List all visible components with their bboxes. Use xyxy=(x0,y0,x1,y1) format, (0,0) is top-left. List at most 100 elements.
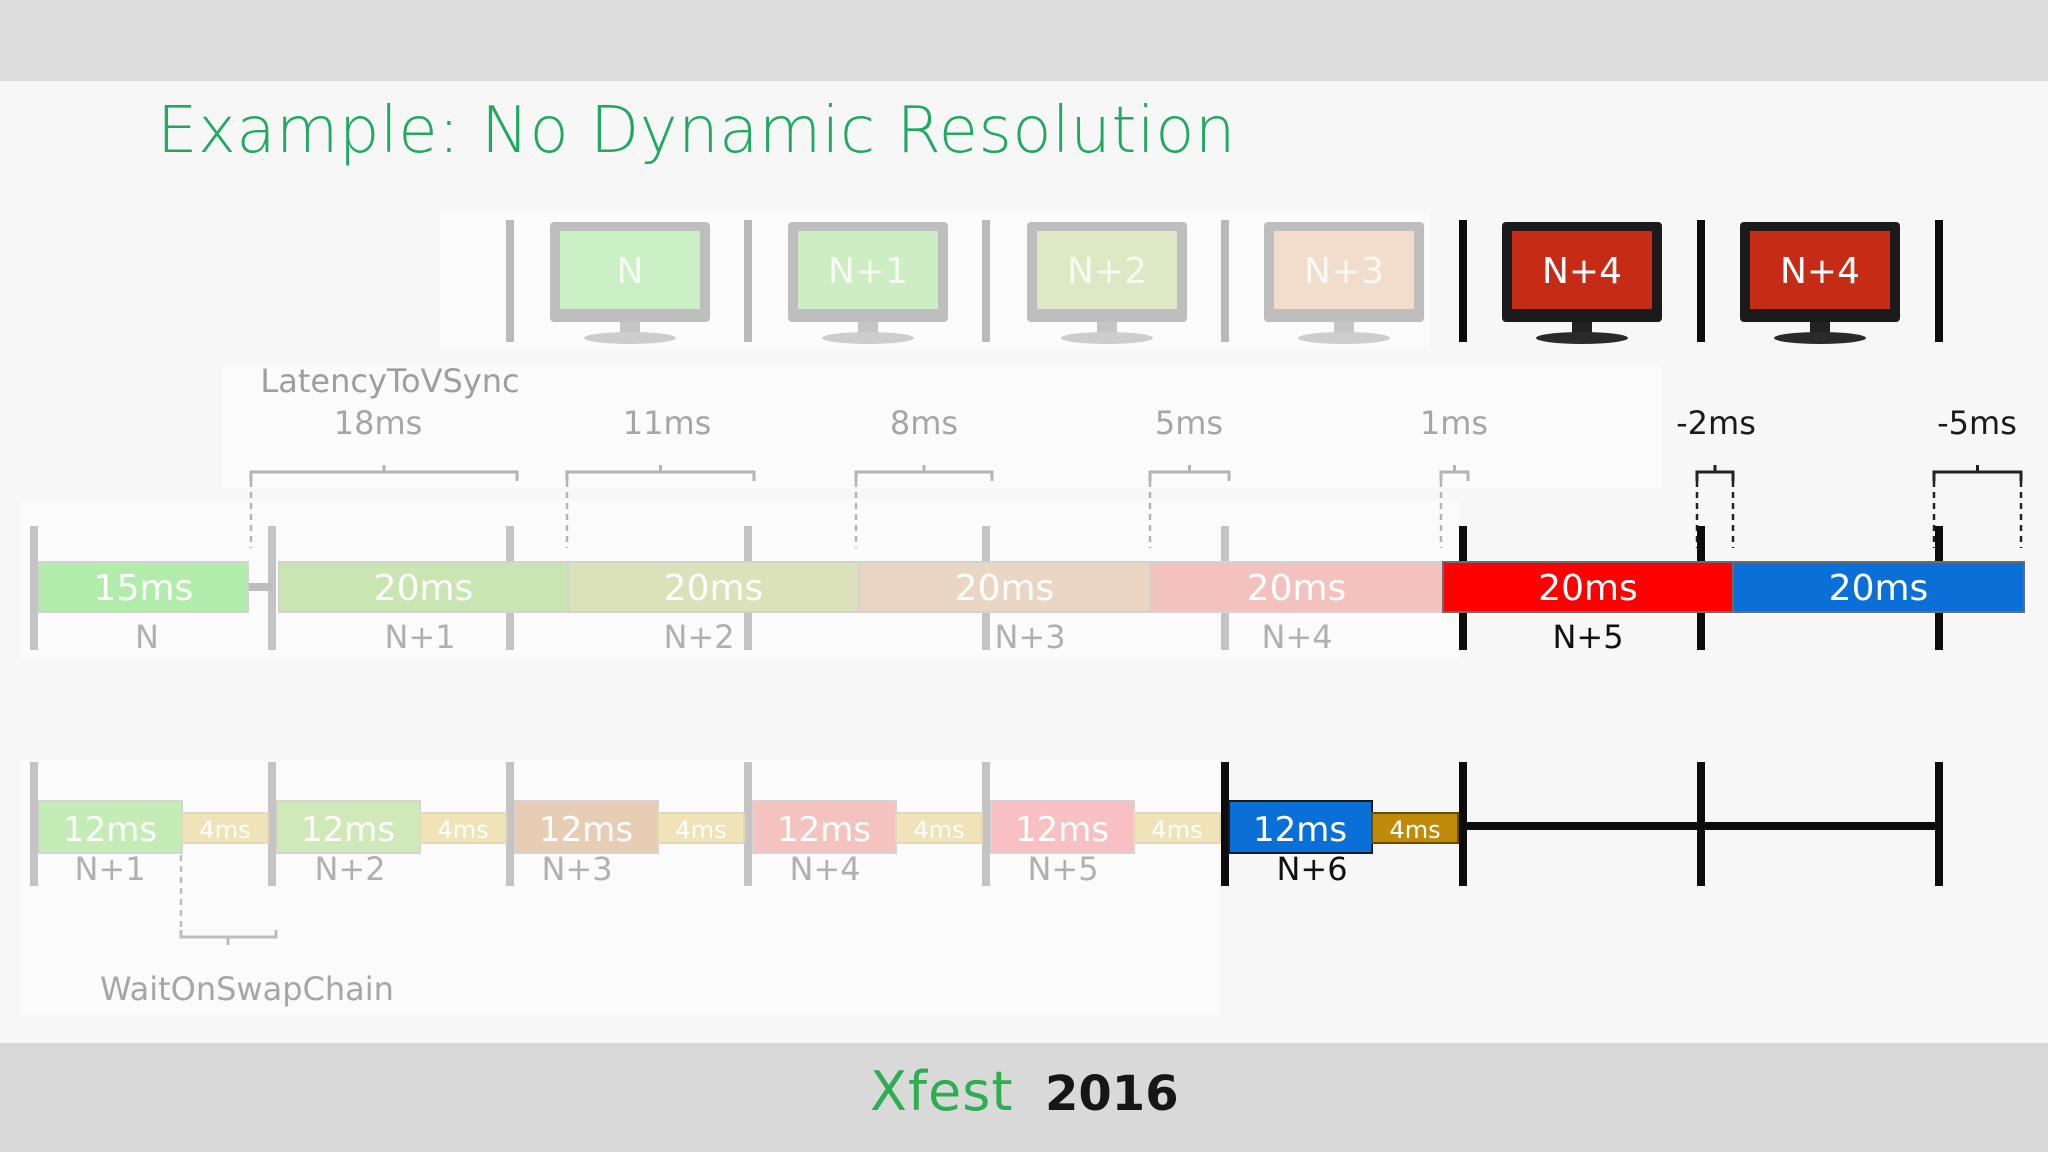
monitor-screen xyxy=(1512,231,1652,309)
cpu-wait-duration: 4ms xyxy=(199,816,250,844)
logo-brand: Xfest xyxy=(870,1060,1014,1123)
monitor-neck xyxy=(620,322,640,334)
monitor-vsync-marker xyxy=(1459,220,1467,342)
gpu-block-duration: 20ms xyxy=(955,568,1055,609)
bottom-band xyxy=(0,1043,2048,1152)
latency-caption: LatencyToVSync xyxy=(260,362,519,400)
cpu-wait-duration: 4ms xyxy=(1151,816,1202,844)
monitor-label: N+3 xyxy=(1304,251,1384,292)
gpu-frame-block xyxy=(567,561,860,613)
logo-year: 2016 xyxy=(1045,1066,1179,1122)
cpu-work-duration: 12ms xyxy=(539,810,633,850)
cpu-wait-duration: 4ms xyxy=(437,816,488,844)
monitor-stand xyxy=(1061,332,1153,344)
gpu-frame-block xyxy=(278,561,569,613)
latency-bracket xyxy=(854,465,994,481)
cpu-work-block xyxy=(38,800,183,854)
latency-bracket xyxy=(1439,465,1470,481)
monitor-stand xyxy=(584,332,676,344)
gpu-block-duration: 20ms xyxy=(1829,568,1929,609)
cpu-work-block xyxy=(1228,800,1373,854)
monitor-vsync-marker xyxy=(1221,220,1229,342)
cpu-vsync-marker xyxy=(744,762,752,886)
gpu-block-duration: 20ms xyxy=(1247,568,1347,609)
monitor-neck xyxy=(1097,322,1117,334)
cpu-vsync-marker xyxy=(982,762,990,886)
monitor-label: N xyxy=(617,251,644,292)
latency-bracket xyxy=(1148,465,1231,481)
monitor-icon: N xyxy=(550,222,710,344)
monitor-label: N+4 xyxy=(1780,251,1860,292)
top-band xyxy=(0,0,2048,81)
latency-bracket xyxy=(1695,465,1735,481)
latency-value: 1ms xyxy=(1420,404,1488,442)
gpu-block-frame-label: N+2 xyxy=(663,618,734,656)
monitor-stand xyxy=(1774,332,1866,344)
cpu-wait-block xyxy=(657,812,745,844)
monitor-screen xyxy=(560,231,700,309)
cpu-wait-block xyxy=(419,812,507,844)
gpu-frame-block xyxy=(858,561,1151,613)
gpu-block-duration: 15ms xyxy=(94,568,194,609)
monitor-neck xyxy=(858,322,878,334)
cpu-vsync-marker xyxy=(30,762,38,886)
cpu-wait-block xyxy=(1133,812,1221,844)
latency-value: 5ms xyxy=(1155,404,1223,442)
cpu-work-duration: 12ms xyxy=(777,810,871,850)
monitor-stand xyxy=(1536,332,1628,344)
monitor-stand xyxy=(1298,332,1390,344)
cpu-work-duration: 12ms xyxy=(301,810,395,850)
monitor-label: N+4 xyxy=(1542,251,1622,292)
cpu-frame-label: N+2 xyxy=(314,850,385,888)
monitor-neck xyxy=(1334,322,1354,334)
monitor-vsync-marker xyxy=(1697,220,1705,342)
slide-title: Example: No Dynamic Resolution xyxy=(157,94,1236,168)
cpu-frame-label: N+3 xyxy=(541,850,612,888)
cpu-work-duration: 12ms xyxy=(63,810,157,850)
cpu-wait-duration: 4ms xyxy=(1389,816,1440,844)
gpu-block-frame-label: N+3 xyxy=(994,618,1065,656)
monitor-vsync-marker xyxy=(1935,220,1943,342)
cpu-wait-duration: 4ms xyxy=(675,816,726,844)
latency-value: -5ms xyxy=(1937,404,2017,442)
gpu-block-frame-label: N+4 xyxy=(1261,618,1332,656)
monitor-icon: N+3 xyxy=(1264,222,1424,344)
monitor-vsync-marker xyxy=(744,220,752,342)
gpu-idle-gap xyxy=(248,583,272,591)
monitor-screen xyxy=(1274,231,1414,309)
cpu-idle-line xyxy=(1463,822,1939,830)
cpu-work-duration: 12ms xyxy=(1015,810,1109,850)
cpu-wait-duration: 4ms xyxy=(913,816,964,844)
cpu-work-block xyxy=(990,800,1135,854)
monitor-icon: N+4 xyxy=(1740,222,1900,344)
cpu-wait-block xyxy=(181,812,269,844)
monitor-neck xyxy=(1572,322,1592,334)
cpu-frame-label: N+6 xyxy=(1276,850,1347,888)
monitor-icon: N+1 xyxy=(788,222,948,344)
gpu-vsync-marker xyxy=(30,526,38,650)
cpu-vsync-marker xyxy=(1221,762,1229,886)
latency-value: 8ms xyxy=(890,404,958,442)
cpu-wait-block xyxy=(1371,812,1459,844)
latency-bracket xyxy=(249,465,519,481)
monitor-vsync-marker xyxy=(982,220,990,342)
cpu-vsync-marker xyxy=(506,762,514,886)
gpu-frame-block xyxy=(1732,561,2025,613)
monitor-neck xyxy=(1810,322,1830,334)
cpu-wait-block xyxy=(895,812,983,844)
monitor-stand xyxy=(822,332,914,344)
gpu-frame-block xyxy=(38,561,249,613)
latency-panel-backdrop xyxy=(222,366,1662,488)
latency-value: 11ms xyxy=(623,404,712,442)
wait-caption: WaitOnSwapChain xyxy=(100,970,394,1008)
latency-bracket xyxy=(565,465,756,481)
gpu-block-frame-label: N+1 xyxy=(384,618,455,656)
latency-value: -2ms xyxy=(1676,404,1756,442)
monitor-screen xyxy=(1750,231,1890,309)
cpu-frame-label: N+5 xyxy=(1027,850,1098,888)
gpu-block-duration: 20ms xyxy=(1538,568,1638,609)
monitor-icon: N+2 xyxy=(1027,222,1187,344)
monitor-label: N+1 xyxy=(828,251,908,292)
